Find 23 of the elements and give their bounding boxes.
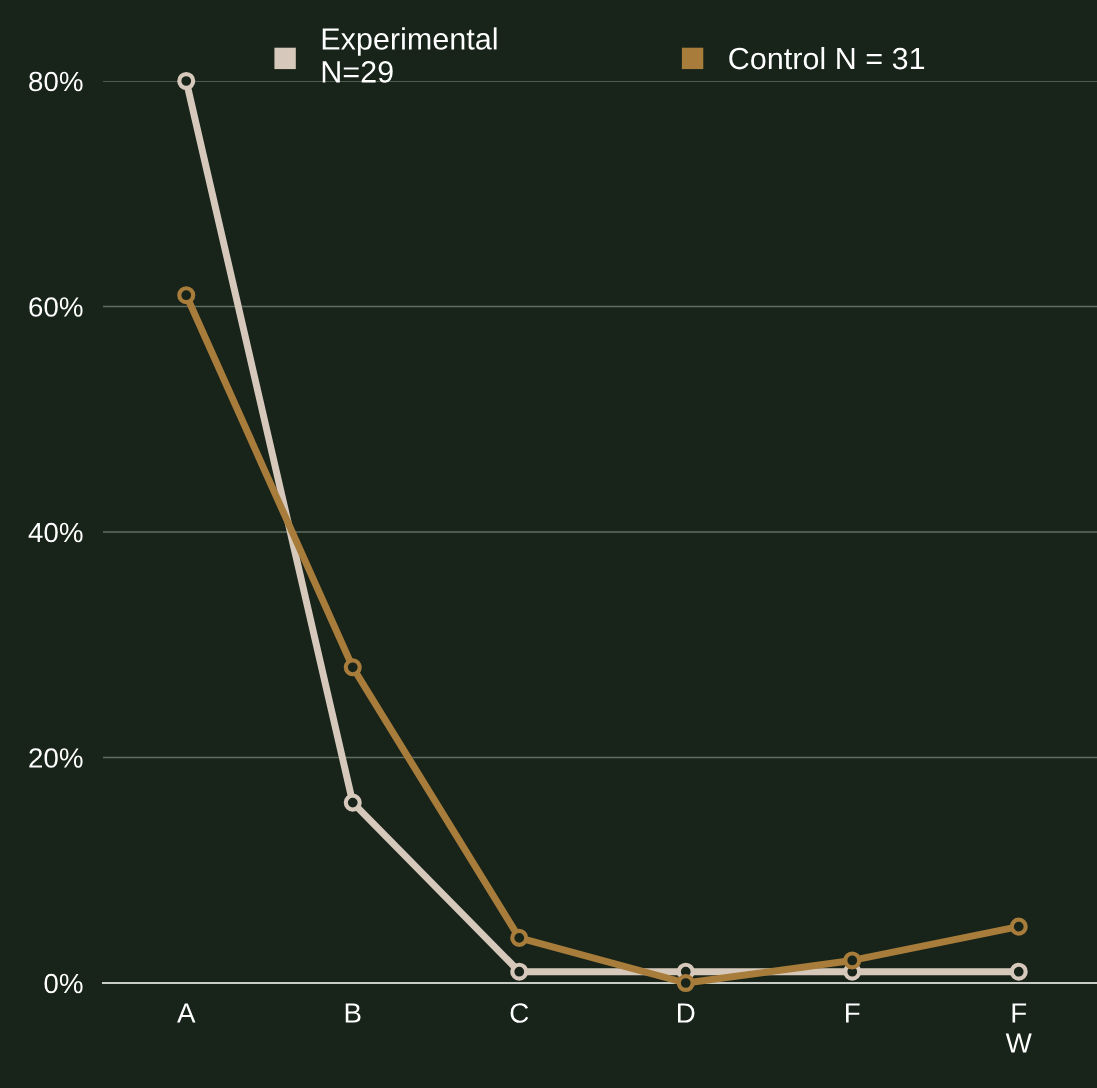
point	[343, 793, 362, 812]
point	[343, 658, 362, 677]
x-tick-label: F	[846, 1003, 860, 1023]
point	[1009, 917, 1028, 936]
point	[510, 928, 529, 947]
point	[510, 962, 529, 981]
x-tick-label: C	[510, 1003, 529, 1023]
x-tick-label: B	[345, 1003, 361, 1023]
y-tick-label: 20%	[29, 748, 83, 768]
point	[177, 71, 196, 91]
y-tick-label: 0%	[44, 973, 83, 994]
point	[676, 973, 695, 993]
legend-label: Control N = 31	[729, 46, 925, 70]
y-tick-label: 40%	[28, 522, 83, 543]
point	[177, 286, 196, 305]
legend-label: Experimental N=29	[322, 27, 497, 83]
y-tick-label: 60%	[29, 297, 83, 317]
point	[1009, 962, 1028, 981]
point	[843, 951, 862, 970]
x-tick-label: F W	[1005, 1003, 1032, 1053]
x-tick-label: D	[678, 1003, 695, 1023]
y-tick-label: 80%	[29, 71, 83, 92]
x-tick-label: A	[177, 1003, 196, 1023]
